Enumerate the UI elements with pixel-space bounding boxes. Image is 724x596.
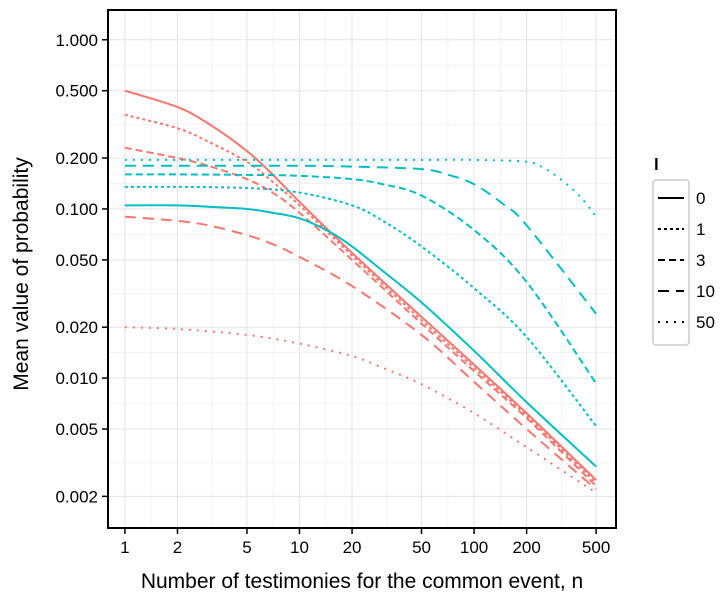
x-tick-label: 1 — [120, 538, 129, 557]
series-line-teal-l0 — [124, 204, 597, 468]
legend: l 0 1 3 10 50 — [652, 155, 715, 346]
legend-label-l10: 10 — [696, 282, 715, 301]
legend-label-l1: 1 — [696, 220, 705, 239]
plot-area — [108, 10, 616, 528]
legend-box — [652, 179, 690, 346]
y-tick-label: 0.010 — [55, 369, 98, 388]
series-line-red-l0 — [124, 89, 597, 481]
y-tick-label: 0.002 — [55, 487, 98, 506]
legend-label-l0: 0 — [696, 189, 705, 208]
legend-title: l — [654, 155, 659, 174]
y-tick-label: 0.200 — [55, 149, 98, 168]
y-tick-label: 0.005 — [55, 420, 98, 439]
y-tick-label: 1.000 — [55, 31, 98, 50]
series-lines — [124, 89, 597, 494]
x-tick-label: 10 — [290, 538, 309, 557]
grid — [108, 10, 616, 528]
legend-label-l50: 50 — [696, 313, 715, 332]
x-axis-title: Number of testimonies for the common eve… — [141, 570, 583, 593]
series-line-red-l50 — [124, 326, 597, 494]
series-line-red-l3 — [124, 146, 597, 487]
y-axis-title: Mean value of probability — [10, 157, 33, 391]
series-line-teal-l50 — [124, 158, 597, 218]
plot-border — [107, 9, 617, 529]
x-tick-label: 20 — [343, 538, 362, 557]
x-tick-label: 2 — [173, 538, 182, 557]
axes: 1 2 5 10 20 50 100 200 500 0.002 0.005 0.010 0.020 0.… — [55, 31, 610, 557]
y-tick-label: 0.050 — [55, 251, 98, 270]
y-tick-label: 0.100 — [55, 200, 98, 219]
x-tick-label: 5 — [242, 538, 251, 557]
series-line-teal-l10 — [124, 164, 597, 315]
series-line-red-l1 — [124, 113, 597, 484]
legend-label-l3: 3 — [696, 251, 705, 270]
x-tick-label: 500 — [582, 538, 610, 557]
y-tick-label: 0.500 — [55, 82, 98, 101]
x-tick-label: 200 — [512, 538, 540, 557]
x-tick-label: 50 — [412, 538, 431, 557]
y-tick-label: 0.020 — [55, 318, 98, 337]
series-line-teal-l3 — [124, 173, 597, 385]
x-tick-label: 100 — [460, 538, 488, 557]
series-line-red-l10 — [124, 215, 597, 491]
series-line-teal-l1 — [124, 185, 597, 427]
